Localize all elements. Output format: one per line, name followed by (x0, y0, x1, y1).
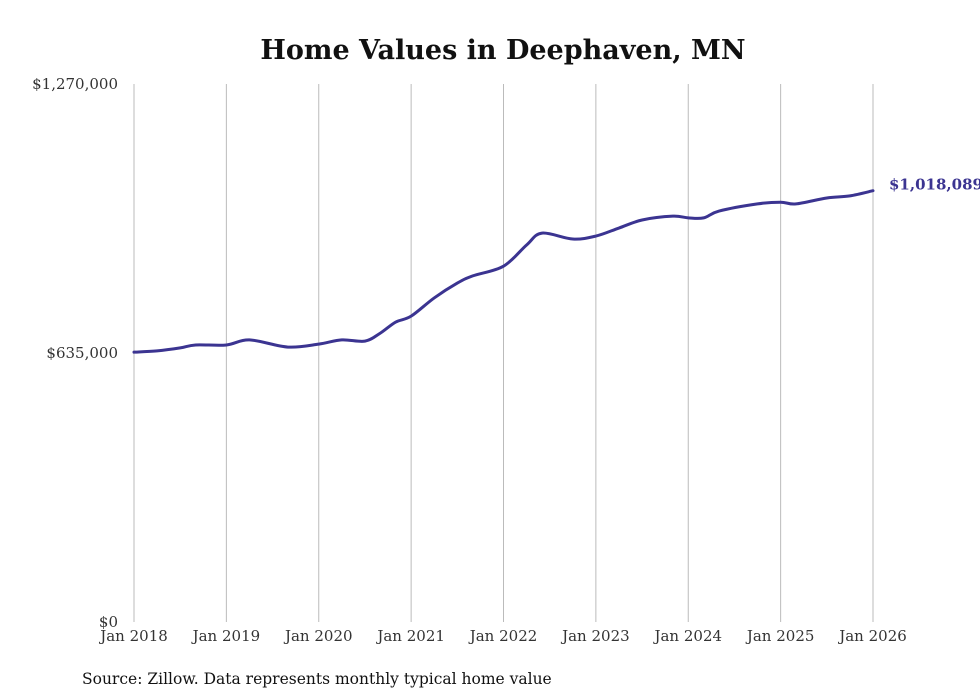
x-tick-label: Jan 2018 (98, 627, 168, 645)
x-tick-label: Jan 2021 (375, 627, 445, 645)
home-value-line (132, 189, 875, 354)
chart-title: Home Values in Deephaven, MN (260, 35, 745, 66)
x-tick-label: Jan 2019 (191, 627, 261, 645)
x-tick-label: Jan 2026 (837, 627, 907, 645)
end-value-label: $1,018,089 (889, 176, 980, 194)
x-tick-label: Jan 2024 (652, 627, 722, 645)
y-tick-label: $1,270,000 (32, 75, 118, 93)
x-tick-label: Jan 2020 (283, 627, 353, 645)
y-tick-label: $0 (99, 613, 118, 631)
x-tick-label: Jan 2025 (745, 627, 815, 645)
x-tick-label: Jan 2022 (468, 627, 538, 645)
source-note: Source: Zillow. Data represents monthly … (82, 670, 552, 688)
x-tick-label: Jan 2023 (560, 627, 630, 645)
y-tick-label: $635,000 (46, 344, 118, 362)
